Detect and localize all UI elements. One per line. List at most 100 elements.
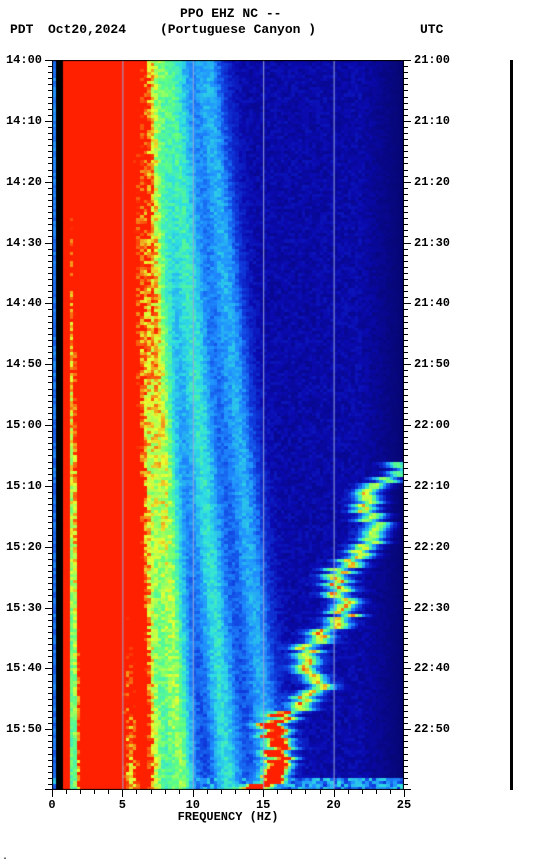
ytick-left-minor: [48, 127, 52, 128]
ytick-left-minor: [48, 151, 52, 152]
ytick-right-minor: [404, 711, 408, 712]
ytick-right-minor: [404, 224, 408, 225]
ytick-right-minor: [404, 212, 408, 213]
ytick-left-minor: [48, 553, 52, 554]
ytick-left-minor: [48, 84, 52, 85]
ytick-right-minor: [404, 632, 408, 633]
ytick-left-minor: [48, 455, 52, 456]
ytick-left-minor: [48, 97, 52, 98]
xtick-label: 20: [326, 798, 340, 812]
ytick-right-minor: [404, 565, 408, 566]
ytick-left-minor: [48, 316, 52, 317]
ytick-left-minor: [48, 236, 52, 237]
ytick-right-minor: [404, 462, 408, 463]
xtick-minor: [66, 790, 67, 794]
ytick-left-major: [45, 486, 52, 487]
ytick-left-minor: [48, 413, 52, 414]
ytick-left-minor: [48, 309, 52, 310]
xtick-major: [334, 790, 335, 797]
ytick-right-minor: [404, 577, 408, 578]
xtick-label: 0: [48, 798, 55, 812]
ytick-right-minor: [404, 535, 408, 536]
ytick-right-minor: [404, 754, 408, 755]
ytick-right-minor: [404, 468, 408, 469]
ytick-right-minor: [404, 693, 408, 694]
ytick-right-major: [404, 608, 411, 609]
ytick-left-minor: [48, 559, 52, 560]
xtick-minor: [348, 790, 349, 794]
ytick-right-minor: [404, 614, 408, 615]
ytick-right-major: [404, 243, 411, 244]
ytick-right-minor: [404, 346, 408, 347]
ytick-left-minor: [48, 589, 52, 590]
ytick-left-minor: [48, 382, 52, 383]
ytick-left-minor: [48, 711, 52, 712]
ytick-right-minor: [404, 498, 408, 499]
ytick-left-minor: [48, 498, 52, 499]
ytick-left-minor: [48, 577, 52, 578]
ytick-right-label: 21:20: [414, 175, 450, 189]
xtick-major: [404, 790, 405, 797]
ytick-left-minor: [48, 133, 52, 134]
ytick-right-minor: [404, 322, 408, 323]
tz-right-label: UTC: [420, 22, 443, 37]
ytick-right-minor: [404, 492, 408, 493]
ytick-left-major: [45, 243, 52, 244]
ytick-right-label: 22:30: [414, 601, 450, 615]
figure: PDT Oct20,2024 PPO EHZ NC -- (Portuguese…: [0, 0, 552, 864]
ytick-right-minor: [404, 443, 408, 444]
ytick-left-minor: [48, 516, 52, 517]
ytick-left-minor: [48, 687, 52, 688]
ytick-left-minor: [48, 340, 52, 341]
ytick-right-minor: [404, 267, 408, 268]
ytick-left-minor: [48, 614, 52, 615]
ytick-left-minor: [48, 261, 52, 262]
ytick-left-major: [45, 364, 52, 365]
xtick-minor: [362, 790, 363, 794]
ytick-left-minor: [48, 583, 52, 584]
xtick-major: [122, 790, 123, 797]
ytick-right-minor: [404, 334, 408, 335]
ytick-right-major: [404, 668, 411, 669]
ytick-right-minor: [404, 626, 408, 627]
ytick-right-minor: [404, 145, 408, 146]
ytick-right-minor: [404, 747, 408, 748]
ytick-right-minor: [404, 638, 408, 639]
ytick-left-minor: [48, 571, 52, 572]
ytick-right-major: [404, 789, 411, 790]
ytick-right-minor: [404, 681, 408, 682]
xtick-minor: [277, 790, 278, 794]
ytick-left-minor: [48, 212, 52, 213]
ytick-right-minor: [404, 291, 408, 292]
ytick-right-minor: [404, 699, 408, 700]
ytick-right-minor: [404, 358, 408, 359]
xtick-minor: [94, 790, 95, 794]
ytick-right-minor: [404, 97, 408, 98]
ytick-left-minor: [48, 352, 52, 353]
ytick-right-minor: [404, 340, 408, 341]
ytick-right-minor: [404, 127, 408, 128]
ytick-left-major: [45, 303, 52, 304]
ytick-left-minor: [48, 644, 52, 645]
ytick-right-minor: [404, 504, 408, 505]
ytick-right-minor: [404, 650, 408, 651]
ytick-left-minor: [48, 766, 52, 767]
ytick-right-minor: [404, 279, 408, 280]
ytick-left-minor: [48, 778, 52, 779]
ytick-left-minor: [48, 103, 52, 104]
ytick-left-label: 14:00: [6, 53, 42, 67]
ytick-right-minor: [404, 236, 408, 237]
ytick-left-minor: [48, 322, 52, 323]
ytick-right-minor: [404, 705, 408, 706]
ytick-right-minor: [404, 541, 408, 542]
ytick-left-minor: [48, 510, 52, 511]
ytick-right-minor: [404, 206, 408, 207]
x-axis-label: FREQUENCY (HZ): [178, 810, 279, 824]
ytick-right-minor: [404, 194, 408, 195]
ytick-right-major: [404, 729, 411, 730]
ytick-left-minor: [48, 200, 52, 201]
ytick-left-label: 15:00: [6, 418, 42, 432]
ytick-right-minor: [404, 309, 408, 310]
xtick-major: [193, 790, 194, 797]
ytick-left-minor: [48, 224, 52, 225]
